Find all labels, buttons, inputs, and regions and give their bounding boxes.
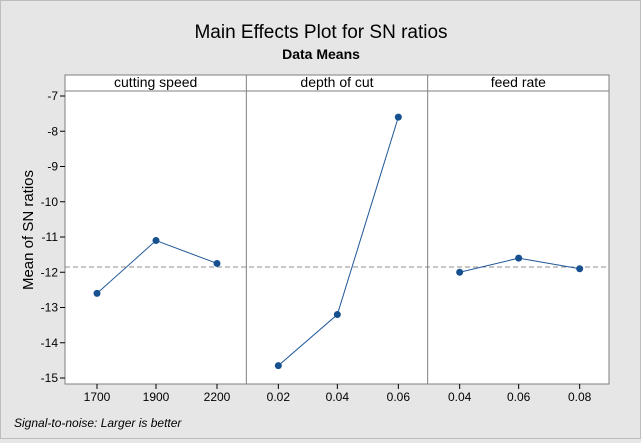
data-point (333, 311, 341, 319)
panel-label-depth-of-cut: depth of cut (300, 74, 373, 90)
panel-label-cutting-speed: cutting speed (114, 74, 197, 90)
x-tick-label: 0.06 (387, 390, 411, 404)
data-point (576, 265, 584, 273)
x-tick-label: 0.04 (448, 390, 472, 404)
data-point (394, 113, 402, 121)
x-tick-label: 0.04 (326, 390, 350, 404)
data-point (274, 362, 282, 370)
y-axis-label: Mean of SN ratios (20, 170, 37, 290)
x-tick-label: 0.02 (267, 390, 291, 404)
plot-area: -7 -8 -9 -10 -11 -12 -13 -14 -15 cutting speed 170… (41, 74, 610, 404)
x-tick-label: 1900 (143, 390, 170, 404)
y-tick-label: -8 (47, 124, 58, 138)
x-tick-label: 0.08 (568, 390, 592, 404)
x-tick-label: 0.06 (507, 390, 531, 404)
y-tick-label: -12 (41, 265, 59, 279)
y-tick-label: -9 (47, 160, 58, 174)
y-tick-label: -7 (47, 89, 58, 103)
data-point (93, 289, 101, 297)
x-tick-label: 2200 (204, 390, 231, 404)
chart-subtitle: Data Means (282, 46, 360, 62)
x-tick-label: 1700 (84, 390, 111, 404)
data-point (456, 268, 464, 276)
plot-background (64, 74, 610, 385)
y-tick-label: -15 (41, 371, 59, 385)
data-point (515, 254, 523, 262)
y-tick-label: -14 (41, 336, 59, 350)
data-point (152, 237, 160, 245)
chart-title: Main Effects Plot for SN ratios (194, 22, 447, 43)
panel-label-feed-rate: feed rate (491, 74, 546, 90)
y-tick-label: -13 (41, 301, 59, 315)
y-tick-label: -11 (42, 230, 59, 244)
footnote: Signal-to-noise: Larger is better (14, 416, 182, 430)
y-tick-label: -10 (41, 195, 59, 209)
data-point (213, 259, 221, 267)
